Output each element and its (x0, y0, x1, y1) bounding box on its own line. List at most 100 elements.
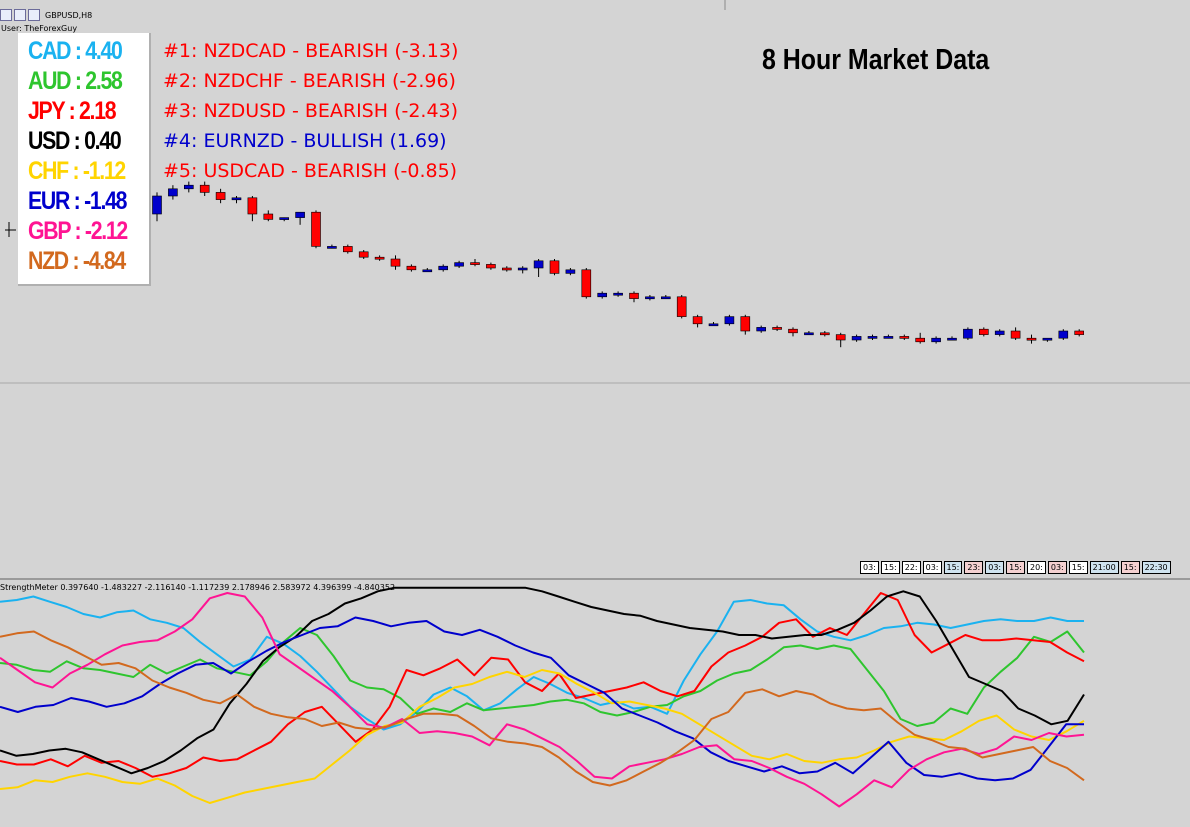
candle (851, 334, 862, 342)
candle (5, 222, 16, 237)
candle (947, 336, 957, 341)
candle (994, 329, 1005, 337)
candle (788, 327, 798, 337)
candle (1026, 334, 1037, 344)
strength-line-eur (0, 616, 1084, 782)
candle (772, 325, 782, 331)
chart-window-icon[interactable] (28, 9, 40, 21)
candle (629, 291, 639, 303)
candle-body (247, 197, 258, 215)
candle-body (1074, 330, 1084, 335)
candle (740, 314, 751, 335)
candle (231, 196, 242, 204)
pair-signal-item: #1: NZDCAD - BEARISH (-3.13) (163, 40, 459, 62)
strength-row: USD : 0.40 (28, 127, 122, 155)
candle (279, 217, 290, 222)
strength-line-cad (0, 595, 1084, 731)
candle (581, 268, 592, 299)
candle (883, 334, 894, 339)
strength-row: JPY : 2.18 (28, 97, 117, 125)
pair-signal-item: #3: NZDUSD - BEARISH (-2.43) (163, 100, 459, 122)
currency-strength-panel: CAD : 4.40 AUD : 2.58 JPY : 2.18 USD : 0.40… (18, 33, 151, 286)
candle (1042, 337, 1053, 342)
candle (517, 266, 528, 274)
candle (963, 327, 973, 340)
candle (756, 325, 767, 333)
candle-body (597, 292, 608, 298)
candle (549, 259, 560, 276)
candle (613, 291, 623, 297)
candle-body (1026, 337, 1037, 341)
candle (295, 211, 305, 225)
candle-body (295, 211, 305, 218)
chart-window-icon[interactable] (0, 9, 12, 21)
candle-body (168, 188, 178, 197)
session-time-cell: 21:00 (1089, 561, 1119, 574)
candle (533, 259, 544, 277)
candle-body (947, 337, 957, 341)
candle (486, 262, 496, 270)
candle-body (406, 265, 417, 271)
candle-body (358, 251, 369, 258)
candle-body (883, 336, 894, 339)
strength-row: EUR : -1.48 (28, 187, 127, 215)
candle-body (279, 217, 290, 220)
candle-body (1058, 330, 1069, 339)
indicator-pane[interactable]: StrengthMeter 0.397640 -1.483227 -2.1161… (0, 580, 1190, 827)
strength-row: AUD : 2.58 (28, 67, 123, 95)
candle-body (819, 332, 830, 336)
pane-separator[interactable] (0, 578, 1190, 580)
candle-body (851, 336, 862, 341)
strength-row: NZD : -4.84 (28, 247, 126, 275)
candle-body (152, 195, 162, 215)
user-label: User: TheForexGuy (1, 24, 78, 33)
candle (724, 314, 735, 326)
candle-body (342, 246, 353, 253)
chart-title-bar: GBPUSD,H8 (0, 8, 92, 22)
candle (390, 255, 401, 270)
candle-body (724, 316, 735, 325)
candle (835, 332, 846, 348)
candle (168, 185, 178, 200)
strength-line-aud (0, 627, 1085, 727)
candle-body (565, 269, 576, 274)
candlestick-chart[interactable] (0, 0, 1190, 578)
candle (819, 331, 830, 337)
candle (597, 291, 608, 299)
strength-line-usd (0, 586, 1085, 775)
candle-body (772, 327, 782, 330)
candle-body (501, 267, 512, 271)
candle (374, 255, 385, 261)
session-time-cell: 15: (880, 561, 900, 574)
candle-body (184, 184, 194, 190)
candle (184, 181, 194, 193)
candle-body (692, 316, 703, 325)
candle (454, 260, 464, 268)
candle-body (804, 332, 814, 336)
candle-body (915, 337, 926, 343)
strength-line-chf (0, 669, 1085, 804)
top-pairs-list: #1: NZDCAD - BEARISH (-3.13) #2: NZDCHF -… (163, 36, 458, 186)
candle-body (533, 260, 544, 269)
candle-body (199, 184, 210, 193)
candle-body (756, 327, 767, 332)
candle-body (215, 192, 226, 200)
candle-body (1042, 337, 1053, 341)
candle (342, 244, 353, 254)
session-time-cell: 22: (901, 561, 921, 574)
pair-signal-item: #5: USDCAD - BEARISH (-0.85) (163, 160, 458, 182)
candle (1074, 329, 1084, 337)
candle (867, 334, 878, 340)
chart-window-icon[interactable] (14, 9, 26, 21)
strength-row: CHF : -1.12 (28, 157, 126, 185)
session-time-cell: 03: (1047, 561, 1067, 574)
candle-body (660, 296, 671, 300)
strength-line-chart (0, 586, 1085, 808)
symbol-label: GBPUSD,H8 (45, 10, 93, 20)
candle-body (676, 296, 687, 317)
session-time-cell: 15: (1068, 561, 1088, 574)
pair-signal-item: #2: NZDCHF - BEARISH (-2.96) (163, 70, 456, 92)
candle (406, 264, 417, 272)
candle-body (740, 316, 751, 332)
price-chart-pane[interactable]: GBPUSD,H8 User: TheForexGuy CAD : 4.40 AU… (0, 0, 1190, 578)
